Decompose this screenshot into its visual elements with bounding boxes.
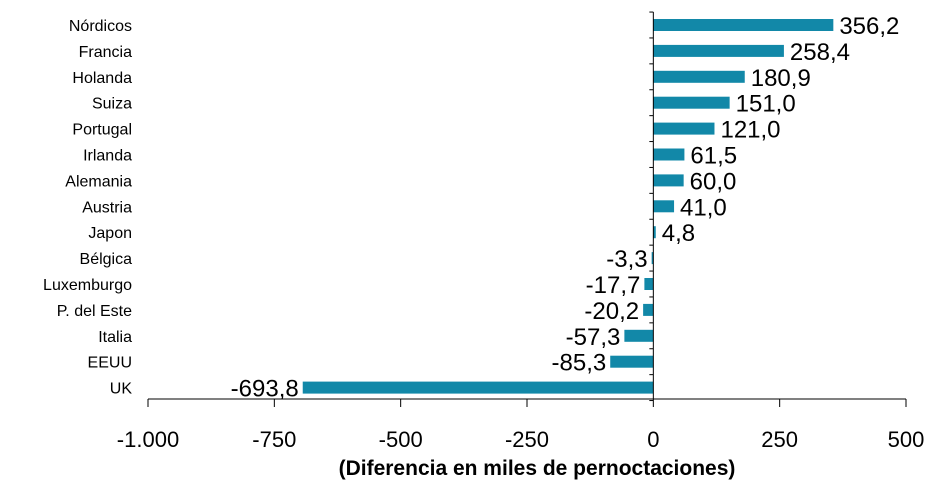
bar-italia — [624, 329, 654, 342]
labels-layer: Nórdicos 356,2 Francia 258,4 Holanda 180,9 Sui… — [43, 13, 924, 452]
category-label: Alemania — [65, 173, 132, 190]
x-tick-label: -750 — [252, 427, 296, 452]
category-label: Suiza — [92, 96, 132, 113]
data-label: 151,0 — [736, 91, 796, 118]
category-label: Italia — [98, 329, 132, 346]
data-label: -17,7 — [586, 272, 641, 299]
category-label: Austria — [82, 199, 132, 216]
data-label: 60,0 — [690, 168, 737, 195]
data-label: 4,8 — [662, 220, 695, 247]
x-tick-label: -1.000 — [117, 427, 179, 452]
bar-b-lgica — [651, 252, 654, 265]
bar-japon — [653, 226, 656, 239]
data-label: -57,3 — [566, 324, 621, 351]
category-label: Portugal — [72, 122, 132, 139]
category-label: Nórdicos — [69, 18, 132, 35]
category-label: Japon — [88, 225, 132, 242]
bar-eeuu — [610, 355, 654, 368]
x-tick-label: -500 — [379, 427, 423, 452]
bar-irlanda — [653, 148, 685, 161]
bar-francia — [653, 44, 784, 57]
category-label: Bélgica — [80, 251, 133, 268]
category-label: Francia — [79, 44, 132, 61]
bar-n-rdicos — [653, 19, 834, 31]
bar-luxemburgo — [644, 278, 654, 290]
category-label: UK — [110, 381, 133, 398]
bar-uk — [302, 381, 654, 394]
data-label: 180,9 — [751, 65, 811, 92]
data-label: 41,0 — [680, 194, 727, 221]
data-label: -3,3 — [606, 246, 647, 273]
data-label: -20,2 — [584, 298, 639, 325]
category-label: EEUU — [88, 355, 132, 372]
category-label: Holanda — [72, 70, 132, 87]
data-label: 356,2 — [839, 13, 899, 40]
bar-austria — [653, 200, 675, 213]
x-tick-label: -250 — [505, 427, 549, 452]
x-tick-label: 250 — [761, 427, 798, 452]
bar-p-del-este — [643, 303, 654, 316]
data-label: 121,0 — [720, 117, 780, 144]
x-ticks — [147, 11, 907, 407]
data-label: -693,8 — [231, 376, 299, 403]
bar-suiza — [653, 96, 730, 109]
bar-alemania — [653, 174, 684, 187]
bars-layer — [302, 19, 834, 394]
bar-holanda — [653, 70, 745, 83]
category-label: P. del Este — [57, 303, 132, 320]
category-label: Irlanda — [83, 148, 132, 165]
data-label: 61,5 — [690, 143, 737, 170]
category-label: Luxemburgo — [43, 277, 132, 294]
x-tick-label: 500 — [888, 427, 925, 452]
bar-portugal — [653, 122, 715, 135]
data-label: 258,4 — [790, 39, 850, 66]
data-label: -85,3 — [552, 350, 607, 377]
x-axis-title: (Diferencia en miles de pernoctaciones) — [339, 457, 736, 480]
x-tick-label: 0 — [647, 427, 659, 452]
